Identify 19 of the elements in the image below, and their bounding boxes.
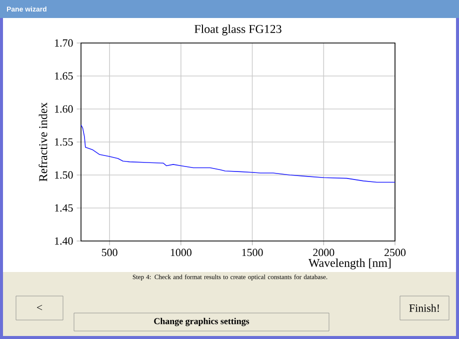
y-tick-label: 1.40: [55, 237, 73, 245]
line-series: [81, 124, 396, 183]
x-tick-label: 1500: [242, 248, 263, 256]
x-tick-label: 500: [102, 248, 118, 256]
y-tick-label: 1.70: [55, 39, 73, 47]
text: Finish!: [409, 304, 439, 312]
y-tick-label: 1.55: [55, 138, 73, 146]
x-tick-label: 1000: [170, 248, 192, 256]
chart-title: Float glass FG123: [194, 24, 282, 36]
y-tick-label: 1.45: [55, 204, 73, 212]
x-axis-title: Wavelength [nm]: [308, 258, 391, 270]
x-tick-label: 2500: [384, 248, 406, 256]
text: Change graphics settings: [154, 318, 250, 326]
y-tick-label: 1.60: [55, 105, 73, 113]
y-tick-label: 1.65: [55, 72, 73, 80]
y-axis-title: Refractive index: [38, 102, 48, 182]
x-tick-label: 2000: [313, 248, 334, 256]
y-tick-label: 1.50: [55, 171, 73, 179]
text: <: [36, 304, 42, 310]
